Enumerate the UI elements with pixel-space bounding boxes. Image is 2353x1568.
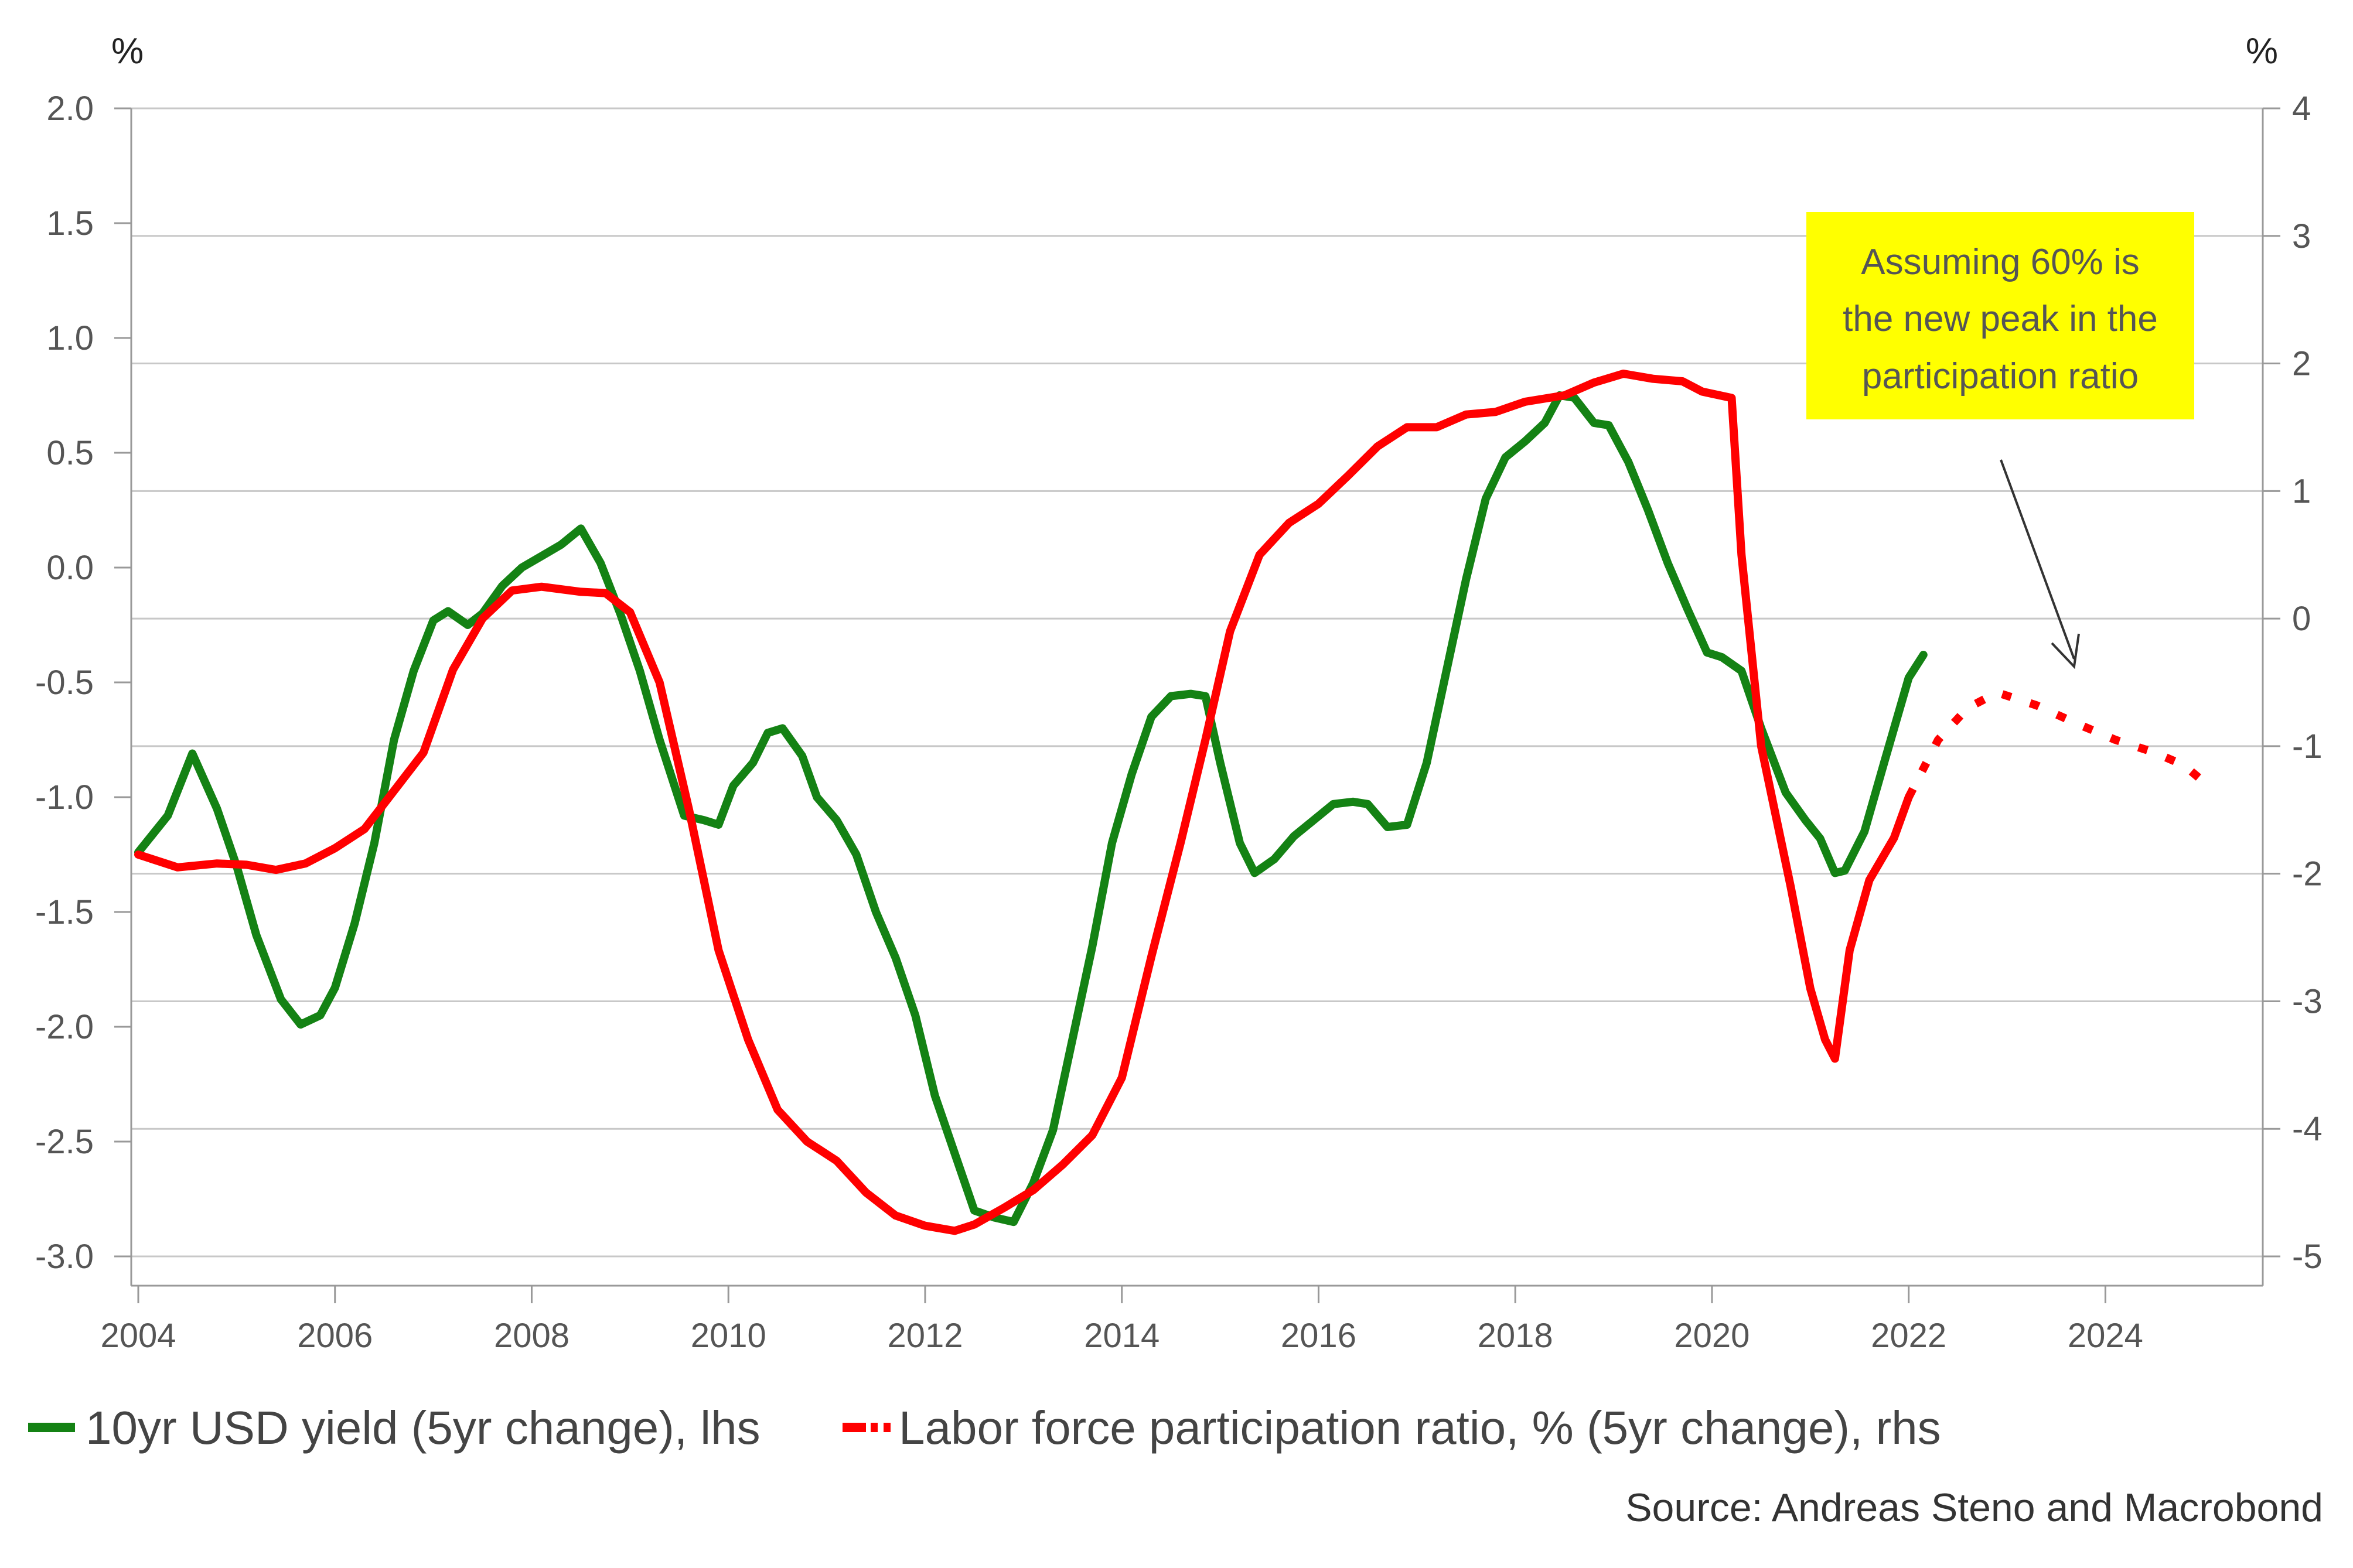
annotation: Assuming 60% is the new peak in the part… — [1806, 212, 2194, 669]
left-axis-tick-label: -2.5 — [35, 1123, 94, 1161]
x-axis-tick-label: 2022 — [1871, 1317, 1946, 1355]
x-axis-tick-label: 2018 — [1478, 1317, 1553, 1355]
x-axis-tick-labels: 2004 2006 2008 2010 2012 2014 2016 2018 2020 2022… — [100, 1317, 2143, 1355]
series-line-participation — [134, 370, 1913, 1235]
right-axis-tick-label: -1 — [2292, 727, 2323, 766]
x-axis-tick-label: 2020 — [1674, 1317, 1750, 1355]
left-axis-tick-label: 0.0 — [46, 549, 94, 587]
left-axis-tick-label: -0.5 — [35, 664, 94, 702]
legend-label-participation: Labor force participation ratio, % (5yr … — [899, 1402, 1941, 1454]
left-axis-tick-label: 1.5 — [46, 204, 94, 242]
left-axis-unit-label: % — [111, 31, 144, 71]
right-axis-tick-labels: 4 3 2 1 0 -1 -2 -3 -4 -5 — [2292, 90, 2323, 1276]
x-axis-tick-label: 2014 — [1084, 1317, 1160, 1355]
series-line-yield — [134, 391, 1928, 1227]
x-axis-tick-label: 2010 — [691, 1317, 766, 1355]
right-axis-tick-label: 2 — [2292, 345, 2311, 383]
annotation-box — [1806, 212, 2194, 419]
right-axis-tick-label: 0 — [2292, 600, 2311, 638]
right-axis-tick-label: -2 — [2292, 855, 2323, 893]
annotation-line-1: Assuming 60% is — [1861, 242, 2140, 282]
left-axis-tick-labels: 2.0 1.5 1.0 0.5 0.0 -0.5 -1.0 -1.5 -2.0 -2.5 -3.0 — [35, 90, 94, 1276]
x-axis-tick-label: 2008 — [494, 1317, 570, 1355]
x-axis-tick-label: 2016 — [1281, 1317, 1356, 1355]
right-axis-tick-label: -4 — [2292, 1110, 2323, 1148]
left-axis-tick-label: -1.5 — [35, 893, 94, 931]
annotation-line-2: the new peak in the — [1843, 299, 2158, 339]
right-axis-tick-label: 1 — [2292, 472, 2311, 510]
x-axis-tick-label: 2024 — [2068, 1317, 2143, 1355]
gridlines — [131, 107, 2263, 1258]
annotation-arrow-shaft — [2000, 459, 2075, 660]
x-axis-tick-label: 2006 — [297, 1317, 373, 1355]
left-axis-tick-label: -2.0 — [35, 1008, 94, 1046]
series-lines — [134, 370, 2207, 1235]
left-axis-tick-label: 1.0 — [46, 319, 94, 357]
right-axis-tick-label: 4 — [2292, 90, 2311, 128]
axes — [114, 107, 2280, 1303]
x-axis-tick-label: 2012 — [887, 1317, 963, 1355]
legend: 10yr USD yield (5yr change), lhs Labor f… — [28, 1402, 1941, 1454]
left-axis-tick-label: -1.0 — [35, 778, 94, 817]
annotation-line-3: participation ratio — [1862, 356, 2139, 397]
annotation-arrow-head — [2051, 633, 2080, 669]
series-line-participation-projection — [1905, 688, 2207, 800]
left-axis-tick-label: 2.0 — [46, 90, 94, 128]
source-note: Source: Andreas Steno and Macrobond — [1625, 1485, 2323, 1530]
left-axis-tick-label: -3.0 — [35, 1238, 94, 1276]
right-axis-unit-label: % — [2246, 31, 2278, 71]
x-axis-tick-label: 2004 — [100, 1317, 176, 1355]
right-axis-tick-label: -5 — [2292, 1238, 2323, 1276]
right-axis-tick-label: 3 — [2292, 217, 2311, 255]
right-axis-tick-label: -3 — [2292, 982, 2323, 1020]
left-axis-tick-label: 0.5 — [46, 434, 94, 472]
legend-label-yield: 10yr USD yield (5yr change), lhs — [86, 1402, 761, 1454]
